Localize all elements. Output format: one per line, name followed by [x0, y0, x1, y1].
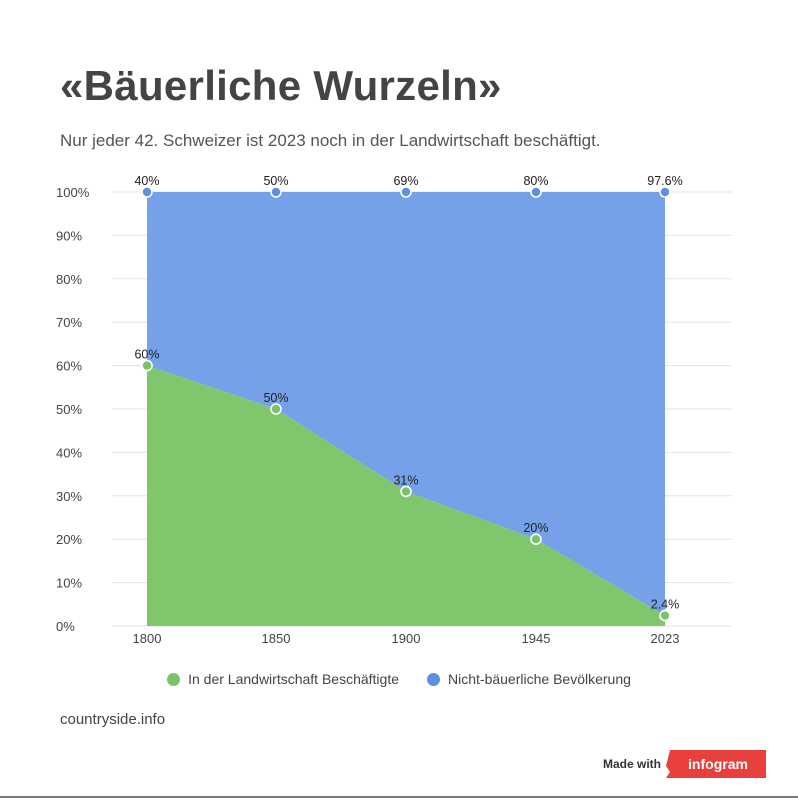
chart-title: «Bäuerliche Wurzeln» — [60, 62, 502, 109]
x-tick-label: 1945 — [522, 631, 551, 646]
y-tick-label: 20% — [56, 532, 82, 547]
legend-marker-non-agricultural — [427, 672, 441, 686]
x-tick-label: 2023 — [651, 631, 680, 646]
y-tick-label: 30% — [56, 489, 82, 504]
infogram-logo-text: infogram — [688, 756, 748, 772]
legend-item-agriculture[interactable]: In der Landwirtschaft Beschäftigte — [167, 671, 399, 687]
legend-marker-agriculture — [167, 672, 181, 686]
data-point-agriculture — [659, 609, 671, 622]
data-label-agriculture: 60% — [134, 348, 159, 362]
y-tick-label: 10% — [56, 576, 82, 591]
data-label-agriculture: 31% — [393, 473, 418, 487]
data-label-agriculture: 20% — [523, 521, 548, 535]
data-label-non-agricultural: 97.6% — [647, 174, 682, 188]
legend-label-agriculture: In der Landwirtschaft Beschäftigte — [188, 671, 400, 687]
data-label-non-agricultural: 80% — [523, 174, 548, 188]
data-point-non-agricultural — [530, 186, 542, 198]
data-point-non-agricultural — [659, 186, 671, 198]
chart-subtitle: Nur jeder 42. Schweizer ist 2023 noch in… — [60, 131, 601, 150]
y-tick-label: 80% — [56, 272, 82, 287]
data-label-agriculture: 50% — [263, 391, 288, 405]
y-tick-label: 100% — [56, 185, 90, 200]
area-non-agricultural — [147, 192, 665, 616]
data-label-non-agricultural: 40% — [134, 174, 159, 188]
data-point-non-agricultural — [400, 186, 412, 198]
data-point-agriculture — [270, 403, 282, 415]
legend-item-non-agricultural[interactable]: Nicht-bäuerliche Bevölkerung — [427, 671, 631, 687]
y-tick-label: 40% — [56, 445, 82, 460]
data-label-agriculture: 2.4% — [651, 598, 680, 612]
source-text: countryside.info — [60, 711, 166, 728]
y-tick-label: 90% — [56, 228, 82, 243]
data-point-non-agricultural — [141, 186, 153, 198]
stacked-area-chart: 0% 10% 20% 30% 40% 50% 60% 70% 80% 90% 100% 1800 185… — [56, 174, 732, 646]
y-tick-label: 70% — [56, 315, 82, 330]
data-point-agriculture — [530, 533, 542, 546]
legend-label-non-agricultural: Nicht-bäuerliche Bevölkerung — [448, 671, 631, 687]
data-point-agriculture — [141, 359, 153, 372]
bottom-border — [0, 796, 798, 798]
made-with-label: Made with — [603, 757, 662, 771]
data-point-non-agricultural — [270, 186, 282, 198]
data-label-non-agricultural: 50% — [263, 174, 288, 188]
y-tick-label: 0% — [56, 619, 75, 634]
y-tick-label: 50% — [56, 402, 82, 417]
x-tick-label: 1900 — [392, 631, 421, 646]
infogram-badge-icon — [666, 750, 766, 778]
y-tick-label: 60% — [56, 359, 82, 374]
chart-legend: In der Landwirtschaft Beschäftigte Nicht… — [0, 671, 798, 687]
data-point-agriculture — [400, 485, 412, 498]
x-tick-label: 1800 — [133, 631, 162, 646]
data-label-non-agricultural: 69% — [393, 174, 418, 188]
x-tick-label: 1850 — [262, 631, 291, 646]
infogram-logo[interactable]: infogram — [666, 750, 766, 778]
